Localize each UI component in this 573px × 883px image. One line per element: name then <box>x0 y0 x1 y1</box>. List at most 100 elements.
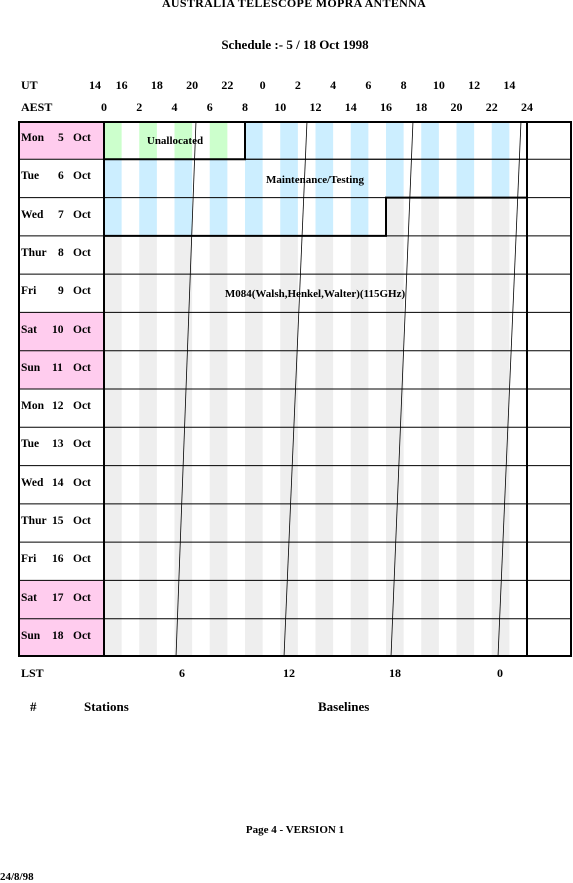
lst-line <box>497 121 522 657</box>
number-column-header: # <box>30 699 37 714</box>
ut-axis-label: UT <box>21 78 38 92</box>
day-month: Oct <box>73 361 91 374</box>
aest-tick: 0 <box>101 100 107 114</box>
day-cell <box>18 580 104 619</box>
grid-frame <box>18 121 572 657</box>
day-name: Fri <box>21 553 37 566</box>
ut-tick: 0 <box>259 78 266 92</box>
ut-tick: 4 <box>330 78 337 92</box>
lst-tick: 12 <box>283 666 295 680</box>
day-date: 11 <box>52 361 63 374</box>
ut-tick: 14 <box>89 78 101 92</box>
day-date: 17 <box>52 591 64 604</box>
lst-axis-label: LST <box>21 666 44 680</box>
day-cell <box>18 159 104 198</box>
maintenance-outline <box>104 196 527 237</box>
day-date: 6 <box>58 170 64 183</box>
day-date: 9 <box>58 285 64 298</box>
lst-line <box>283 121 308 657</box>
day-cell <box>18 465 104 504</box>
ut-tick: 6 <box>365 78 372 92</box>
maintenance-block <box>104 121 527 236</box>
day-name: Mon <box>21 132 44 145</box>
day-date: 13 <box>52 438 64 451</box>
day-date: 5 <box>58 132 64 145</box>
day-cell <box>18 197 104 236</box>
day-name: Tue <box>21 438 40 451</box>
day-month: Oct <box>73 629 91 642</box>
aest-tick: 14 <box>344 100 357 114</box>
schedule-grid <box>18 121 572 657</box>
lst-line <box>175 121 197 657</box>
day-date: 10 <box>52 323 64 336</box>
baselines-column-header: Baselines <box>318 699 370 714</box>
unallocated-block <box>104 121 245 160</box>
day-name: Sat <box>21 591 37 604</box>
day-month: Oct <box>73 208 91 221</box>
ut-tick: 20 <box>186 78 199 92</box>
day-month: Oct <box>73 553 91 566</box>
day-name: Sun <box>21 361 41 374</box>
day-cell <box>18 427 104 466</box>
day-name: Thur <box>21 247 47 259</box>
ut-tick: 16 <box>115 78 128 92</box>
day-month: Oct <box>73 170 91 183</box>
day-month: Oct <box>73 515 91 527</box>
aest-tick: 12 <box>309 100 322 114</box>
ut-tick: 8 <box>400 78 407 92</box>
unallocated-block-label: Unallocated <box>146 135 204 147</box>
day-cell <box>18 618 104 657</box>
ut-tick: 12 <box>468 78 481 92</box>
day-name: Thur <box>21 515 47 527</box>
lst-tick: 0 <box>497 666 503 680</box>
day-cell <box>18 274 104 313</box>
day-name: Fri <box>21 285 37 298</box>
day-date: 16 <box>52 553 64 566</box>
ut-tick: 2 <box>294 78 301 92</box>
aest-tick: 18 <box>415 100 428 114</box>
lst-tick: 6 <box>179 666 185 680</box>
day-month: Oct <box>73 247 91 259</box>
aest-tick: 10 <box>274 100 287 114</box>
day-date: 7 <box>58 208 64 221</box>
day-name: Tue <box>21 170 40 183</box>
lst-line <box>390 121 414 657</box>
ut-tick: 22 <box>221 78 234 92</box>
day-cell <box>18 121 104 160</box>
aest-tick: 24 <box>521 100 533 114</box>
day-month: Oct <box>73 323 91 336</box>
document-date: 24/8/98 <box>0 871 34 883</box>
lst-tick: 18 <box>389 666 401 680</box>
page-title: AUSTRALIA TELESCOPE MOPRA ANTENNA <box>161 0 427 10</box>
day-name: Mon <box>21 400 44 413</box>
aest-tick: 2 <box>136 100 143 114</box>
page-number: Page 4 - VERSION 1 <box>245 824 345 836</box>
day-name: Wed <box>21 476 44 489</box>
aest-tick: 6 <box>206 100 213 114</box>
day-cell <box>18 389 104 428</box>
aest-tick: 22 <box>485 100 498 114</box>
day-date: 14 <box>52 476 64 489</box>
unallocated-outline <box>104 121 246 161</box>
day-cell <box>18 542 104 581</box>
day-month: Oct <box>73 132 91 145</box>
schedule-subtitle: Schedule :- 5 / 18 Oct 1998 <box>221 37 369 52</box>
ut-tick: 14 <box>503 78 516 92</box>
aest-tick: 16 <box>380 100 392 114</box>
day-month: Oct <box>73 591 91 604</box>
ut-tick: 10 <box>432 78 445 92</box>
day-cell <box>18 235 104 275</box>
day-cell <box>18 350 104 389</box>
day-date: 15 <box>52 515 64 527</box>
aest-axis-label: AEST <box>21 100 53 114</box>
day-cell <box>18 503 104 543</box>
project-block-label: M084(Walsh,Henkel,Walter)(115GHz) <box>224 288 406 300</box>
day-month: Oct <box>73 476 91 489</box>
ut-tick: 18 <box>150 78 163 92</box>
aest-tick: 20 <box>450 100 463 114</box>
day-date: 12 <box>52 400 64 413</box>
aest-tick: 8 <box>242 100 248 114</box>
day-date: 8 <box>58 247 64 259</box>
day-date: 18 <box>52 629 64 642</box>
day-month: Oct <box>73 285 91 298</box>
